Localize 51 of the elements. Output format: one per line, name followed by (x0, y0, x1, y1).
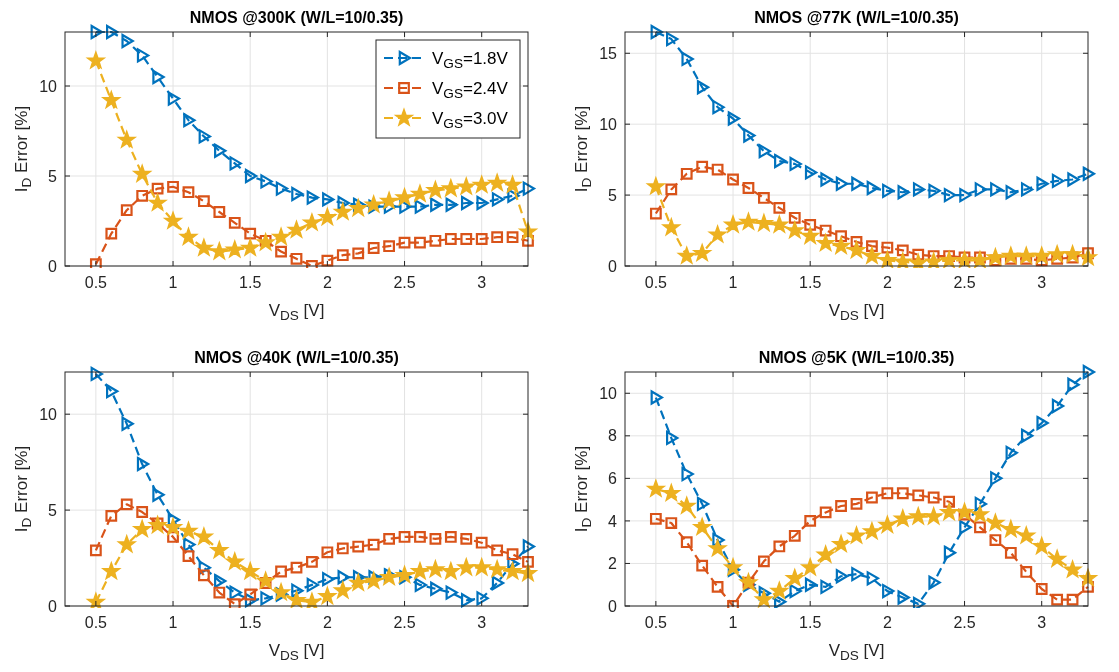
legend-label: V$_{GS}$=2.4V (432, 79, 509, 102)
x-tick-label: 2 (322, 614, 332, 631)
y-tick-label: 10 (39, 405, 58, 423)
x-axis-title: V$_{DS}$ [V] (828, 641, 885, 664)
x-tick-label: 1 (728, 274, 738, 291)
x-tick-label: 0.5 (84, 614, 108, 631)
chart-title: NMOS @5K (W/L=10/0.35) (758, 349, 955, 366)
y-tick-label: 10 (599, 384, 618, 402)
x-tick-label: 1.5 (799, 274, 822, 291)
y-tick-label: 0 (608, 597, 618, 615)
legend-label: V$_{GS}$=1.8V (432, 49, 509, 72)
y-tick-label: 8 (608, 427, 618, 445)
x-tick-label: 2.5 (953, 614, 976, 631)
x-tick-label: 1 (168, 274, 178, 291)
y-tick-label: 10 (39, 77, 58, 95)
y-tick-label: 2 (608, 555, 618, 573)
x-axis-title: V$_{DS}$ [V] (268, 641, 325, 664)
x-tick-label: 3 (477, 614, 487, 631)
x-tick-label: 2.5 (953, 274, 976, 291)
y-tick-label: 0 (48, 597, 58, 615)
chart-title: NMOS @40K (W/L=10/0.35) (194, 349, 399, 366)
legend-label: V$_{GS}$=3.0V (432, 109, 509, 132)
x-tick-label: 1 (728, 614, 738, 631)
y-tick-label: 10 (599, 115, 618, 133)
x-tick-label: 2.5 (393, 274, 416, 291)
y-tick-label: 0 (48, 257, 58, 275)
y-tick-label: 6 (608, 469, 618, 487)
y-tick-label: 15 (599, 44, 618, 62)
x-tick-label: 3 (1037, 614, 1047, 631)
x-tick-label: 1.5 (799, 614, 822, 631)
x-axis-title: V$_{DS}$ [V] (828, 301, 885, 324)
x-tick-label: 2 (882, 614, 892, 631)
x-tick-label: 2 (882, 274, 892, 291)
x-tick-label: 0.5 (644, 614, 668, 631)
x-axis-title: V$_{DS}$ [V] (268, 301, 325, 324)
x-tick-label: 1 (168, 614, 178, 631)
chart-title: NMOS @300K (W/L=10/0.35) (189, 9, 404, 26)
x-tick-label: 1.5 (239, 614, 262, 631)
x-tick-label: 1.5 (239, 274, 262, 291)
y-tick-label: 5 (608, 186, 618, 204)
x-tick-label: 0.5 (644, 274, 668, 291)
x-tick-label: 2 (322, 274, 332, 291)
x-tick-label: 0.5 (84, 274, 108, 291)
y-tick-label: 4 (608, 512, 618, 530)
x-tick-label: 2.5 (393, 614, 416, 631)
y-tick-label: 0 (608, 257, 618, 275)
chart-title: NMOS @77K (W/L=10/0.35) (754, 9, 959, 26)
x-tick-label: 3 (1037, 274, 1047, 291)
y-tick-label: 5 (48, 501, 58, 519)
y-tick-label: 5 (48, 167, 58, 185)
x-tick-label: 3 (477, 274, 487, 291)
